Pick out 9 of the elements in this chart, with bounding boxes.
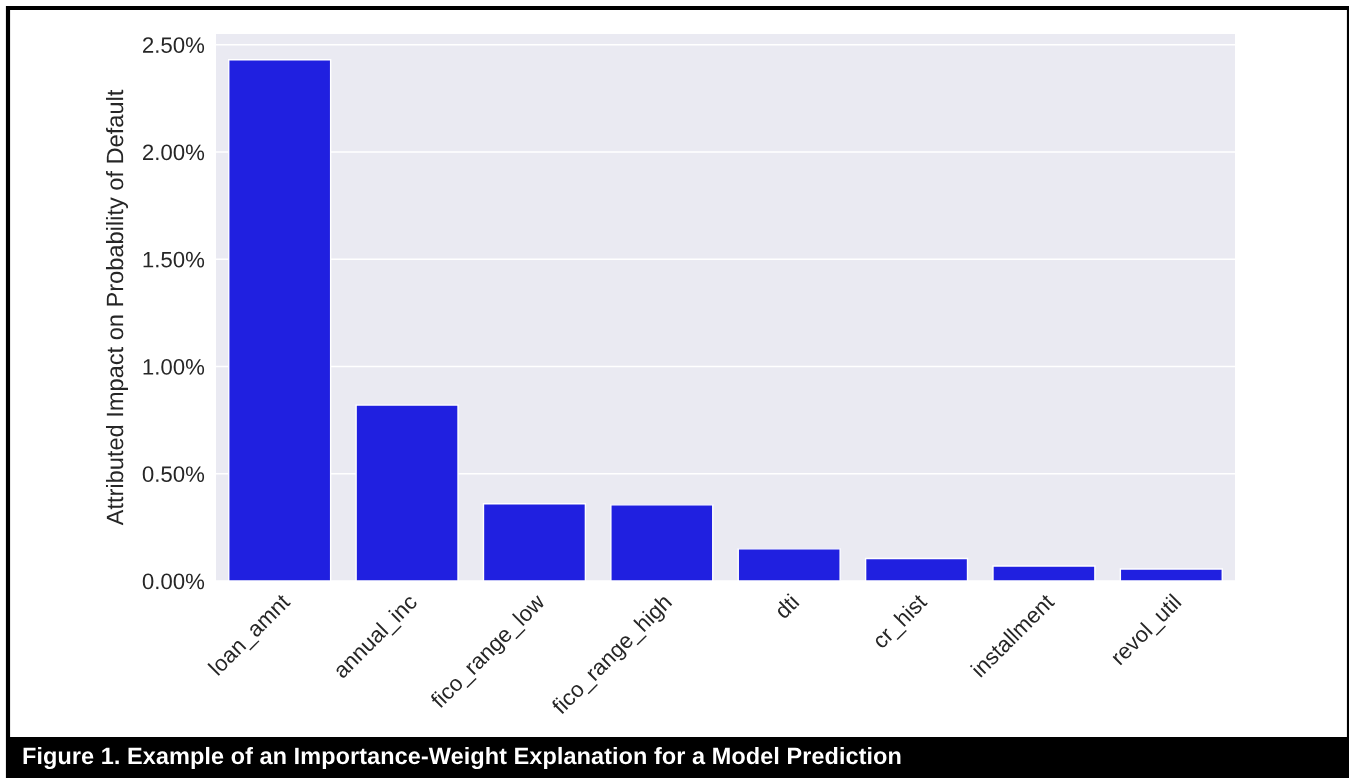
y-tick-label: 2.00% [143,144,205,161]
y-tick-label: 2.50% [143,37,205,53]
y-tick-label: 1.00% [143,359,205,375]
y-tick-label: 0.50% [142,466,205,483]
caption: Figure 1. Example of an Importance-Weight Explanation for a Model Prediction [23,746,901,770]
y-tick-label: 1.50% [143,251,205,268]
x-tick-label: dti [773,593,800,620]
y-axis-title: Attributed Impact on Probability of Default [105,89,128,526]
y-tick-label: 0.00% [142,573,205,590]
